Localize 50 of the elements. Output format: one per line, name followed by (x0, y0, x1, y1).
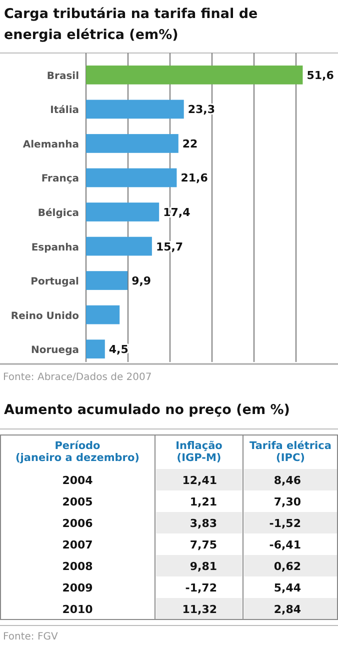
y-tick-label: França (41, 174, 79, 185)
chart-title: Carga tributária na tarifa final de energia elétrica (em%) (4, 6, 258, 43)
data-label: 9,81 (190, 560, 217, 573)
data-label: 3,83 (190, 517, 217, 530)
bar (86, 134, 178, 153)
y-tick-label: Reino Unido (10, 310, 80, 322)
bar (86, 66, 303, 84)
data-label: 22 (182, 137, 198, 150)
y-tick-label: Espanha (31, 242, 79, 254)
y-tick-label: Bélgica (38, 208, 79, 219)
bar (86, 168, 177, 188)
bar (86, 202, 160, 222)
data-label: -6,41 (269, 538, 301, 552)
source-note: Fonte: Abrace/Dados de 2007 (3, 372, 152, 383)
y-axis-title: Período (janeiro a dezembro) (16, 440, 140, 464)
y-tick-label: 2004 (62, 474, 94, 487)
data-label: -1,72 (185, 582, 217, 594)
data-label: 21,6 (180, 172, 208, 185)
y-tick-label: 2009 (62, 582, 93, 594)
data-label: 8,46 (274, 474, 302, 487)
x-tick-label: Inflação (IGP-M) (176, 440, 222, 464)
data-label: 1,21 (190, 496, 217, 508)
bar (86, 236, 152, 256)
y-tick-label: Portugal (30, 276, 79, 288)
y-tick-label: Noruega (31, 345, 79, 356)
bar (86, 305, 120, 324)
data-label: 11,32 (182, 603, 217, 616)
bar (86, 100, 184, 119)
y-tick-label: 2007 (62, 538, 93, 552)
y-tick-label: 2005 (62, 496, 93, 508)
data-label: 9,9 (132, 274, 152, 288)
source-note: Fonte: FGV (3, 632, 58, 642)
bar (86, 271, 128, 290)
y-tick-label: Alemanha (22, 139, 79, 150)
data-label: 2,84 (274, 603, 302, 616)
bar (86, 340, 105, 358)
data-label: 0,62 (274, 560, 301, 573)
x-tick-label: Tarifa elétrica (IPC) (250, 440, 332, 464)
data-label: -1,52 (269, 517, 301, 530)
data-label: 7,30 (274, 496, 302, 508)
data-label: 5,44 (274, 582, 302, 594)
data-label: 12,41 (182, 474, 217, 487)
y-tick-label: Itália (50, 105, 79, 116)
data-label: 7,75 (190, 538, 217, 552)
chart-title: Aumento acumulado no preço (em %) (4, 402, 290, 418)
y-tick-label: Brasil (46, 70, 79, 82)
y-tick-label: 2006 (62, 517, 94, 530)
data-label: 51,6 (306, 68, 334, 82)
y-tick-label: 2008 (62, 560, 93, 573)
y-tick-label: 2010 (62, 603, 94, 616)
